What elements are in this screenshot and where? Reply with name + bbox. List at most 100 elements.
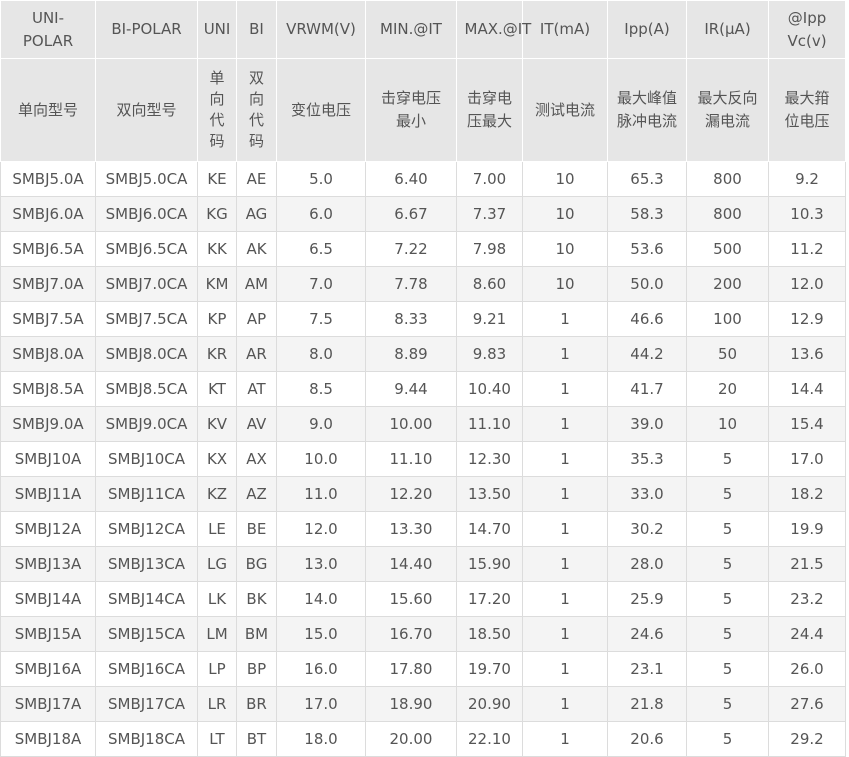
col-ipp-zh: 最大峰值脉冲电流 — [607, 58, 687, 162]
cell-uni-code: KV — [197, 406, 237, 442]
cell-uni-model: SMBJ7.0A — [0, 266, 96, 302]
cell-bi-model: SMBJ14CA — [95, 581, 198, 617]
cell-bi-code: BR — [236, 686, 277, 722]
cell-uni-model: SMBJ7.5A — [0, 301, 96, 337]
cell-bi-model: SMBJ10CA — [95, 441, 198, 477]
col-bi-code: BI — [236, 0, 277, 59]
table-row: SMBJ7.5A SMBJ7.5CA KP AP 7.5 8.33 9.21 1 46.6 100… — [0, 301, 846, 337]
cell-min-it: 11.10 — [365, 441, 457, 477]
col-uni-code: UNI — [197, 0, 237, 59]
col-it-zh: 测试电流 — [522, 58, 608, 162]
cell-vrwm: 5.0 — [276, 161, 366, 197]
cell-uni-code: KG — [197, 196, 237, 232]
cell-min-it: 18.90 — [365, 686, 457, 722]
col-max-it-zh: 击穿电压最大 — [456, 58, 523, 162]
cell-bi-code: AG — [236, 196, 277, 232]
col-min-it: MIN.@IT — [365, 0, 457, 59]
cell-min-it: 7.22 — [365, 231, 457, 267]
cell-uni-code: KM — [197, 266, 237, 302]
cell-ir: 5 — [686, 476, 769, 512]
cell-max-it: 8.60 — [456, 266, 523, 302]
cell-vc: 12.9 — [768, 301, 846, 337]
cell-ipp: 50.0 — [607, 266, 687, 302]
cell-ipp: 30.2 — [607, 511, 687, 547]
table-row: SMBJ15A SMBJ15CA LM BM 15.0 16.70 18.50 1 24.6 5 2… — [0, 616, 846, 652]
cell-vrwm: 13.0 — [276, 546, 366, 582]
cell-ipp: 65.3 — [607, 161, 687, 197]
cell-vc: 29.2 — [768, 721, 846, 757]
cell-ipp: 24.6 — [607, 616, 687, 652]
cell-uni-model: SMBJ6.5A — [0, 231, 96, 267]
cell-max-it: 12.30 — [456, 441, 523, 477]
cell-max-it: 7.98 — [456, 231, 523, 267]
cell-max-it: 11.10 — [456, 406, 523, 442]
cell-uni-model: SMBJ9.0A — [0, 406, 96, 442]
cell-uni-model: SMBJ17A — [0, 686, 96, 722]
table-row: SMBJ12A SMBJ12CA LE BE 12.0 13.30 14.70 1 30.2 5 1… — [0, 511, 846, 547]
table-row: SMBJ8.5A SMBJ8.5CA KT AT 8.5 9.44 10.40 1 41.7 20… — [0, 371, 846, 407]
cell-ir: 50 — [686, 336, 769, 372]
cell-bi-code: AE — [236, 161, 277, 197]
table-row: SMBJ17A SMBJ17CA LR BR 17.0 18.90 20.90 1 21.8 5 2… — [0, 686, 846, 722]
cell-bi-code: AM — [236, 266, 277, 302]
cell-uni-model: SMBJ5.0A — [0, 161, 96, 197]
cell-vc: 27.6 — [768, 686, 846, 722]
cell-min-it: 13.30 — [365, 511, 457, 547]
cell-min-it: 14.40 — [365, 546, 457, 582]
cell-max-it: 7.00 — [456, 161, 523, 197]
col-ir-zh: 最大反向漏电流 — [686, 58, 769, 162]
cell-bi-model: SMBJ11CA — [95, 476, 198, 512]
cell-ipp: 53.6 — [607, 231, 687, 267]
cell-ipp: 20.6 — [607, 721, 687, 757]
table-row: SMBJ6.0A SMBJ6.0CA KG AG 6.0 6.67 7.37 10 58.3 80… — [0, 196, 846, 232]
cell-vrwm: 18.0 — [276, 721, 366, 757]
table-row: SMBJ9.0A SMBJ9.0CA KV AV 9.0 10.00 11.10 1 39.0 1… — [0, 406, 846, 442]
cell-bi-model: SMBJ16CA — [95, 651, 198, 687]
cell-vc: 13.6 — [768, 336, 846, 372]
cell-max-it: 20.90 — [456, 686, 523, 722]
cell-it: 1 — [522, 406, 608, 442]
cell-ir: 5 — [686, 546, 769, 582]
cell-bi-code: BG — [236, 546, 277, 582]
cell-bi-code: AK — [236, 231, 277, 267]
cell-bi-code: AX — [236, 441, 277, 477]
cell-max-it: 13.50 — [456, 476, 523, 512]
col-vc: @Ipp Vc(v) — [768, 0, 846, 59]
cell-it: 1 — [522, 581, 608, 617]
cell-ir: 10 — [686, 406, 769, 442]
table-header: UNI-POLAR BI-POLAR UNI BI VRWM(V) MIN.@I… — [0, 0, 846, 162]
cell-bi-model: SMBJ7.5CA — [95, 301, 198, 337]
cell-min-it: 17.80 — [365, 651, 457, 687]
cell-vc: 19.9 — [768, 511, 846, 547]
cell-ir: 500 — [686, 231, 769, 267]
cell-max-it: 18.50 — [456, 616, 523, 652]
col-bi-model-zh: 双向型号 — [95, 58, 198, 162]
cell-vc: 10.3 — [768, 196, 846, 232]
cell-max-it: 14.70 — [456, 511, 523, 547]
cell-uni-code: LG — [197, 546, 237, 582]
cell-it: 1 — [522, 336, 608, 372]
cell-min-it: 12.20 — [365, 476, 457, 512]
cell-uni-code: KZ — [197, 476, 237, 512]
cell-uni-model: SMBJ14A — [0, 581, 96, 617]
col-max-it: MAX.@IT — [456, 0, 531, 59]
cell-bi-model: SMBJ9.0CA — [95, 406, 198, 442]
cell-ipp: 23.1 — [607, 651, 687, 687]
cell-uni-code: KT — [197, 371, 237, 407]
cell-bi-model: SMBJ8.5CA — [95, 371, 198, 407]
cell-bi-model: SMBJ18CA — [95, 721, 198, 757]
cell-ir: 5 — [686, 721, 769, 757]
table-row: SMBJ6.5A SMBJ6.5CA KK AK 6.5 7.22 7.98 10 53.6 50… — [0, 231, 846, 267]
cell-uni-code: LT — [197, 721, 237, 757]
cell-ipp: 46.6 — [607, 301, 687, 337]
col-uni-model-zh: 单向型号 — [0, 58, 96, 162]
cell-uni-code: LM — [197, 616, 237, 652]
cell-bi-code: AV — [236, 406, 277, 442]
cell-bi-code: AT — [236, 371, 277, 407]
cell-it: 1 — [522, 546, 608, 582]
table-row: SMBJ14A SMBJ14CA LK BK 14.0 15.60 17.20 1 25.9 5 2… — [0, 581, 846, 617]
cell-ir: 200 — [686, 266, 769, 302]
cell-vrwm: 6.5 — [276, 231, 366, 267]
cell-uni-model: SMBJ13A — [0, 546, 96, 582]
